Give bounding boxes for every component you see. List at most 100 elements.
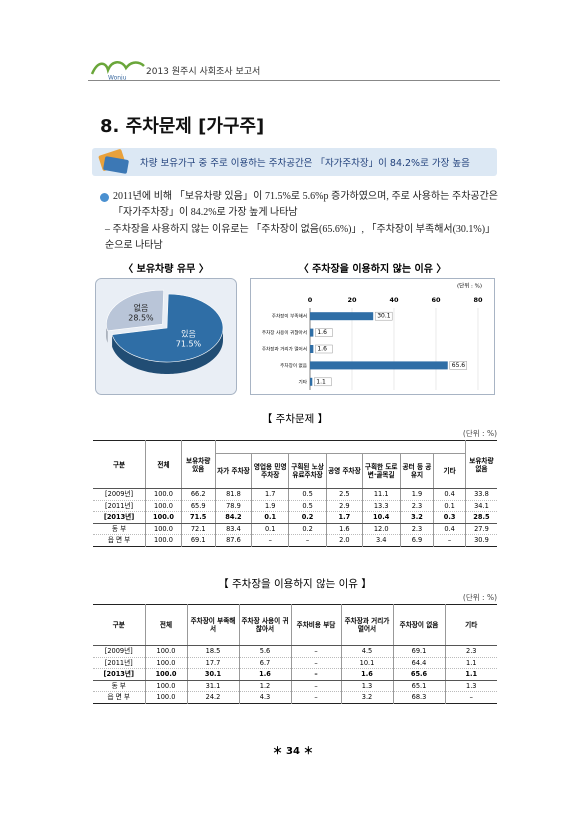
table-cell: 0.5	[288, 500, 327, 512]
table-cell: 읍 면 부	[93, 534, 147, 547]
table-cell: 65.1	[392, 680, 446, 692]
table-cell: 100.0	[145, 534, 182, 547]
table-cell: 68.3	[392, 691, 446, 704]
table-cell: 65.9	[180, 500, 216, 512]
header-title: 2013 원주시 사회조사 보고서	[146, 67, 261, 77]
table-cell: 0.1	[251, 523, 290, 535]
table-cell: 0.2	[288, 523, 327, 535]
value-label: 1.1	[316, 378, 326, 385]
table-row: 읍 면 부 100.0 69.1 87.6– –2.0 3.4 6.9–30.9	[93, 534, 497, 547]
bullet: 2011년에 비해 「보유차량 있음」이 71.5%로 5.6%p 증가하였으며…	[113, 191, 498, 218]
pie-value-label: 28.5%	[128, 314, 154, 323]
table-cell: 0.4	[433, 523, 466, 535]
y-tick-label: 주차장 사용이 귀찮아서	[262, 329, 307, 336]
column-header: 구분	[93, 604, 146, 646]
table-cell: 81.8	[214, 488, 253, 501]
table-cell: 0.1	[251, 511, 290, 524]
table-cell: 6.7	[238, 657, 292, 669]
bar	[310, 312, 374, 321]
value-label-box	[449, 361, 468, 370]
table-cell: 34.1	[464, 500, 497, 512]
table-cell: [2009년]	[93, 488, 147, 501]
table-cell: 28.5	[464, 511, 497, 524]
table-cell: [2013년]	[93, 511, 147, 524]
table-cell: 11.1	[361, 488, 401, 501]
table-cell: 6.9	[399, 534, 435, 547]
bar	[310, 345, 314, 353]
table-cell: 동 부	[93, 523, 147, 535]
table-cell: 24.2	[186, 691, 240, 704]
table-row: 동 부 100.0 72.1 83.4 0.1 0.2 1.6 12.0 2.3 0.4 27.9	[93, 523, 497, 535]
table-cell: [2011년]	[93, 657, 146, 669]
value-label-box	[314, 377, 332, 387]
table-cell: 100.0	[145, 511, 182, 524]
table-cell: 0.4	[433, 488, 466, 501]
x-tick-label: 40	[389, 296, 399, 304]
column-header: 기타	[433, 453, 466, 489]
table-cell: 18.5	[186, 645, 240, 658]
value-label: 1.6	[317, 346, 327, 353]
header-row: 구분 전체 주차장이 부족해서 주차장 사용이 귀찮아서 주차비용 부담 주차장과 거리가…	[93, 604, 497, 646]
table-cell: 1.6	[238, 668, 292, 681]
table-cell: –	[251, 534, 290, 547]
table-cell: 100.0	[144, 645, 188, 658]
y-tick-label: 주차장이 없음	[280, 362, 307, 369]
table-cell: 27.9	[464, 523, 497, 535]
table-cell: 71.5	[180, 511, 216, 524]
y-tick-label: 기타	[299, 378, 308, 385]
table-cell: 30.1	[186, 668, 240, 681]
bar	[310, 328, 314, 337]
table-cell: 100.0	[145, 500, 182, 512]
column-header: 전체	[144, 604, 188, 646]
column-header: 주차장이 부족해서	[186, 604, 240, 646]
table-cell: 100.0	[144, 668, 188, 681]
y-tick-label: 주차장이 부족해서	[272, 313, 307, 320]
table-cell: 1.7	[326, 511, 363, 524]
table-cell: 1.3	[444, 680, 497, 692]
column-header: 주차장 사용이 귀찮아서	[238, 604, 292, 646]
table-cell: 3.4	[361, 534, 401, 547]
table-cell: 12.0	[361, 523, 401, 535]
column-header: 구분	[93, 440, 147, 489]
table-row: [2009년] 100.0 66.2 81.8 1.7 0.5 2.5 11.1 1.9 0.4 3…	[93, 488, 497, 501]
table-cell: 10.4	[361, 511, 401, 524]
table-cell: 78.9	[214, 500, 253, 512]
table-cell: 1.9	[251, 500, 290, 512]
value-label: 30.1	[377, 313, 391, 320]
column-header: 주차비용 부담	[290, 604, 342, 646]
column-header: 기타	[444, 604, 497, 646]
table-cell: 3.2	[399, 511, 435, 524]
table-row: [2011년] 100.0 17.7 6.7–10.1 64.4 1.1	[93, 657, 497, 669]
header-rule	[88, 80, 500, 81]
pie-slice	[106, 289, 164, 332]
table-cell: 1.2	[238, 680, 292, 692]
pie-value-label: 71.5%	[176, 339, 202, 348]
table-cell: 2.9	[326, 500, 363, 512]
table-row: [2013년] 100.0 71.5 84.2 0.1 0.2 1.7 10.4 3.2 0.3 2…	[93, 511, 497, 524]
table-cell: 100.0	[145, 488, 182, 501]
y-tick-label: 주차장과 거리가 멀어서	[262, 346, 307, 353]
column-header: 구획된 노상유료주차장	[288, 453, 327, 489]
table-cell: 10.1	[340, 657, 394, 669]
table-cell: 72.1	[180, 523, 216, 535]
pie-depth	[112, 328, 223, 374]
x-tick-label: 20	[347, 296, 357, 304]
table-cell: 2.0	[326, 534, 363, 547]
table-cell: 3.2	[340, 691, 394, 704]
table-cell: 0.2	[288, 511, 327, 524]
logo-text: Wonju	[108, 75, 127, 82]
table-cell: 1.6	[340, 668, 394, 681]
table-cell: –	[433, 534, 466, 547]
table-title: 【 주차장을 이용하지 않는 이유 】	[218, 578, 372, 590]
column-header: 보유차량 있음	[180, 440, 216, 489]
table-row: [2009년] 100.0 18.5 5.6–4.5 69.1 2.3	[93, 645, 497, 658]
pie-label: 없음	[134, 304, 149, 313]
table-cell: 0.1	[433, 500, 466, 512]
column-header: 공영 주차장	[326, 453, 363, 489]
table-cell: [2011년]	[93, 500, 147, 512]
table-cell: –	[290, 657, 342, 669]
bullet-marker	[100, 193, 109, 202]
table-cell: 1.7	[251, 488, 290, 501]
